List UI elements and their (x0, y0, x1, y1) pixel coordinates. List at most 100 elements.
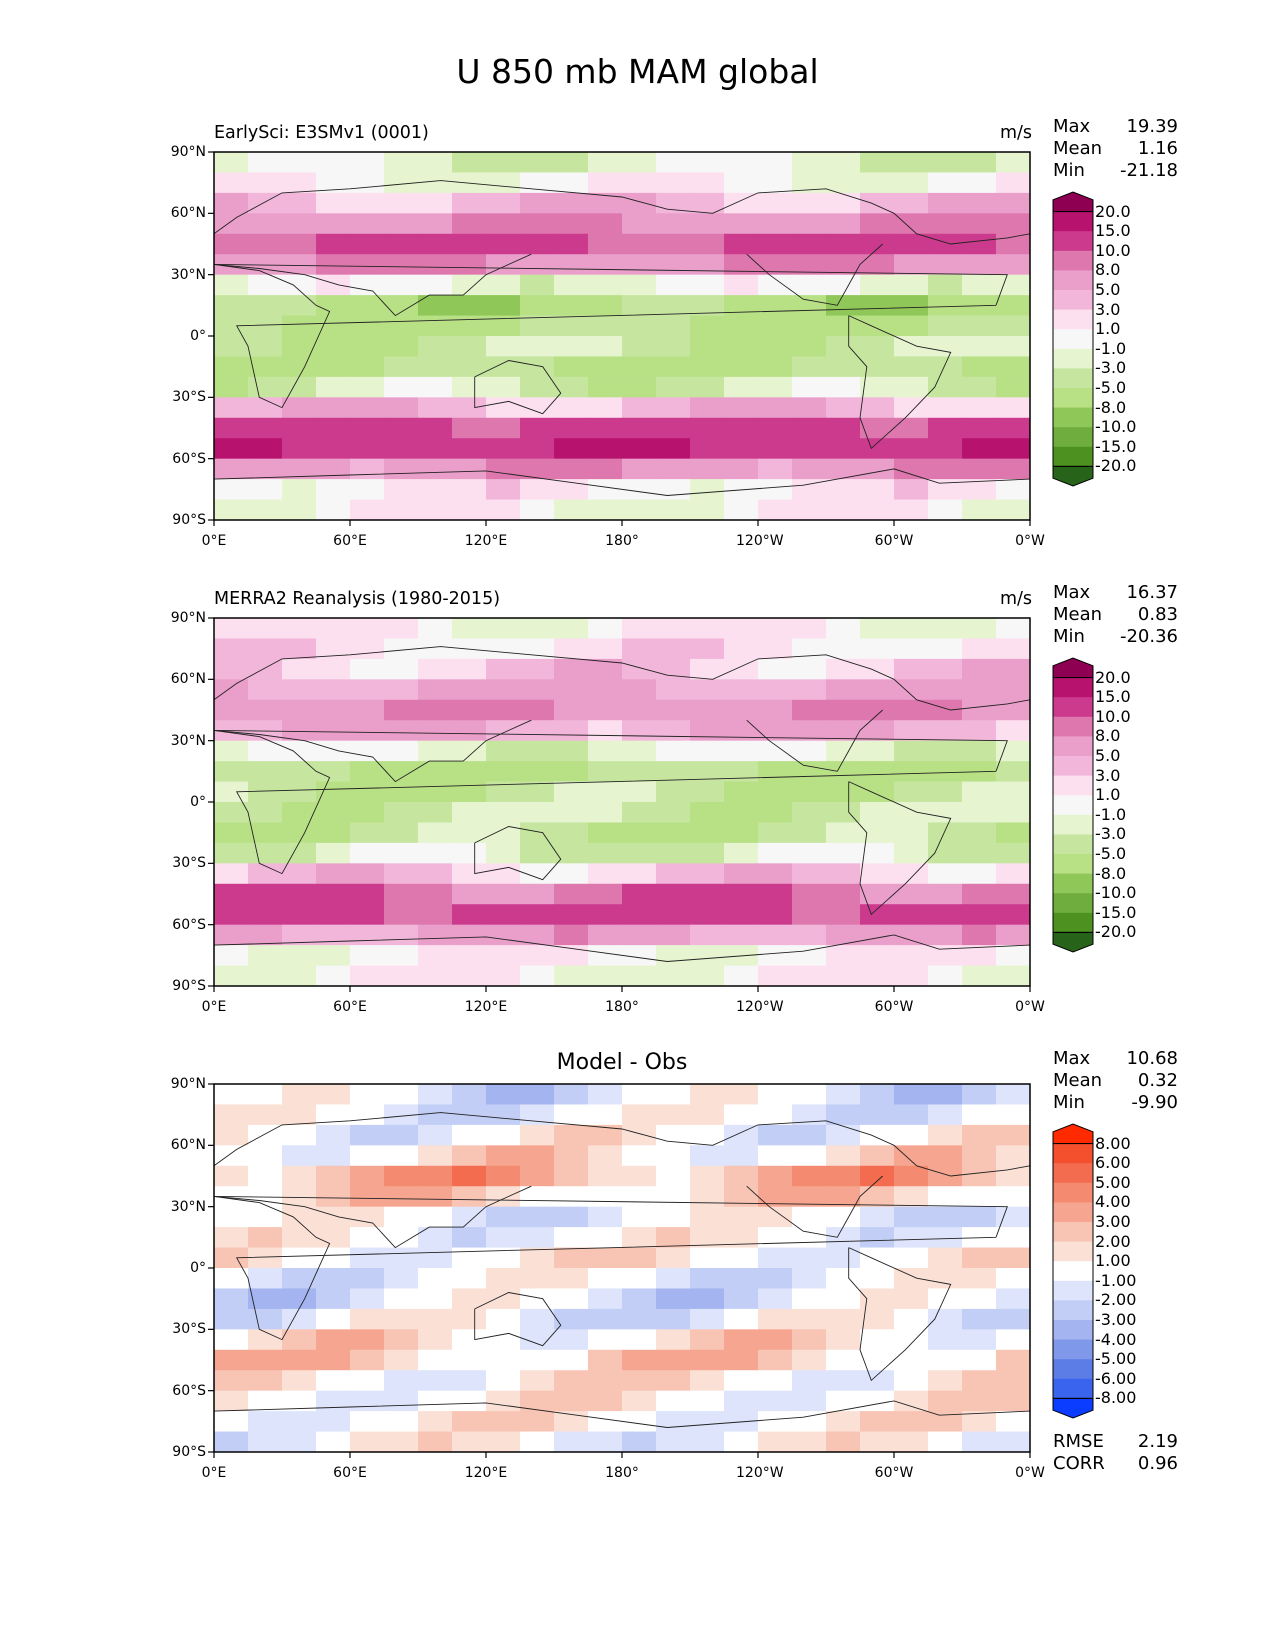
field-cell (214, 397, 249, 419)
field-cell (860, 254, 895, 276)
field-cell (792, 842, 827, 864)
field-cell (928, 1206, 963, 1228)
field-cell (724, 822, 759, 844)
field-cell (724, 740, 759, 762)
field-cell (248, 192, 283, 214)
coastline (474, 360, 562, 415)
panel-2-mean-value: 0.83 (1137, 604, 1178, 625)
field-cell (724, 172, 759, 194)
field-cell (248, 499, 283, 521)
field-cell (452, 1431, 487, 1453)
field-cell (792, 618, 827, 639)
x-tick-label: 0°E (201, 1465, 227, 1481)
field-cell (860, 699, 895, 721)
field-cell (656, 822, 691, 844)
colorbar-segment (1053, 697, 1093, 718)
coastline (213, 253, 532, 317)
field-cell (282, 1206, 317, 1228)
field-cell (384, 761, 419, 783)
field-cell (894, 1084, 929, 1105)
field-cell (894, 233, 929, 255)
field-cell (962, 1247, 997, 1269)
field-cell (248, 315, 283, 337)
field-cell (214, 356, 249, 378)
field-cell (350, 458, 385, 480)
field-cell (826, 376, 861, 398)
field-cell (826, 499, 861, 521)
x-tick-label: 60°E (333, 999, 367, 1015)
field-cell (758, 274, 793, 296)
field-cell (622, 1247, 657, 1269)
field-cell (248, 1104, 283, 1126)
colorbar-segment (1053, 716, 1093, 737)
field-cell (214, 1329, 249, 1351)
field-cell (860, 1268, 895, 1289)
field-cell (350, 1288, 385, 1310)
field-cell (758, 356, 793, 378)
field-cell (418, 336, 453, 357)
field-cell (520, 658, 555, 680)
field-cell (418, 822, 453, 844)
field-cell (792, 233, 827, 255)
field-cell (962, 945, 997, 967)
field-cell (690, 315, 725, 337)
field-cell (894, 315, 929, 337)
coastline (213, 646, 1031, 711)
field-cell (962, 1349, 997, 1371)
field-cell (418, 1329, 453, 1351)
field-cell (486, 1165, 521, 1187)
field-cell (418, 1084, 453, 1105)
field-cell (860, 740, 895, 762)
colorbar-segment (1053, 1378, 1093, 1399)
field-cell (214, 761, 249, 783)
field-cell (996, 1370, 1031, 1392)
colorbar-segment (1053, 1163, 1093, 1184)
field-cell (928, 679, 963, 701)
colorbar-level-label: -1.0 (1095, 338, 1127, 358)
field-cell (860, 192, 895, 214)
field-cell (588, 904, 623, 926)
field-cell (962, 863, 997, 885)
field-cell (758, 822, 793, 844)
field-cell (792, 274, 827, 296)
field-cell (928, 638, 963, 660)
field-cell (792, 1186, 827, 1208)
field-cell (792, 1288, 827, 1310)
field-cell (452, 1308, 487, 1330)
field-cell (690, 1084, 725, 1105)
field-cell (418, 499, 453, 521)
field-cell (996, 945, 1031, 967)
field-cell (452, 458, 487, 480)
field-cell (962, 1308, 997, 1330)
field-cell (792, 172, 827, 194)
field-cell (826, 1247, 861, 1269)
field-cell (962, 315, 997, 337)
field-cell (962, 904, 997, 926)
field-cell (996, 720, 1031, 742)
field-cell (622, 1288, 657, 1310)
field-cell (894, 1308, 929, 1330)
field-cell (282, 274, 317, 296)
field-cell (384, 924, 419, 946)
field-cell (214, 458, 249, 480)
field-cell (316, 274, 351, 296)
field-cell (690, 1411, 725, 1433)
field-cell (452, 822, 487, 844)
field-cell (316, 761, 351, 783)
field-cell (350, 274, 385, 296)
field-cell (588, 761, 623, 783)
field-cell (826, 679, 861, 701)
field-cell (962, 1104, 997, 1126)
field-cell (758, 863, 793, 885)
field-cell (996, 863, 1031, 885)
field-cell (894, 802, 929, 823)
field-cell (418, 274, 453, 296)
field-cell (996, 883, 1031, 905)
field-cell (826, 1308, 861, 1330)
field-cell (214, 438, 249, 460)
field-cell (690, 1145, 725, 1167)
field-cell (826, 458, 861, 480)
colorbar-level-label: 5.0 (1095, 746, 1121, 765)
colorbar-segment (1053, 231, 1093, 252)
field-cell (316, 397, 351, 419)
